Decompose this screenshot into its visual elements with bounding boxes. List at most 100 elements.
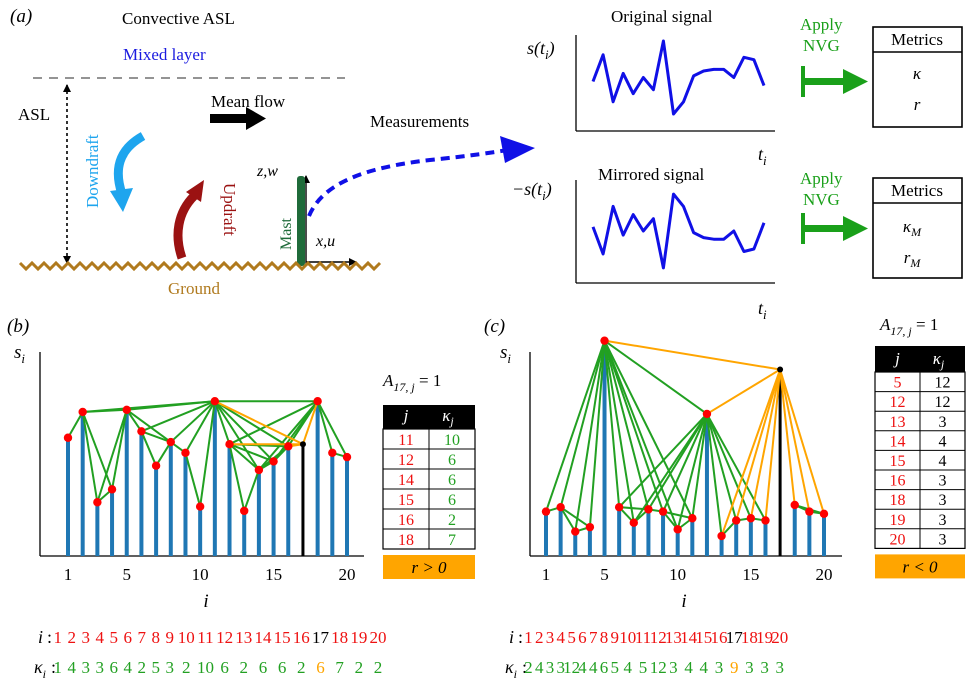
panel-b-edge [141,430,172,443]
seq-c-i-value: 2 [535,628,544,647]
panel-b-table-title-rhs: = 1 [415,371,442,390]
panel-c-table-cell-kappa: 3 [939,473,947,490]
seq-c-k-label-text: κ [505,657,514,677]
panel-b-xtick-label: 15 [265,565,282,584]
panel-c-edge [662,510,693,520]
panel-c-node [819,509,829,519]
panel-b-node [78,407,87,417]
panel-c-table-cell-j: 18 [890,492,906,509]
panel-b-node [93,498,102,507]
panel-b-edge [67,411,84,439]
seq-b-i-value: 14 [254,628,272,647]
panel-b-node [225,440,234,449]
downdraft-arrow [110,132,146,212]
seq-c-i-value: 19 [756,628,773,647]
panel-c-table-title-a: A [879,315,891,334]
xu-label: x,u [315,233,335,250]
panel-c-edge-highlight [735,369,782,521]
seq-c-i-value: 8 [600,628,609,647]
panel-c-node [702,409,712,419]
panel-b-table-cell-kappa: 6 [448,452,456,469]
svg-text:−s(ti): −s(ti) [512,179,552,203]
panel-c-edge-highlight [706,368,781,415]
panel-c-table-cell-kappa: 3 [939,414,947,431]
panel-c-xtick-label: 15 [742,565,759,584]
mean-flow-arrow [210,107,266,130]
panel-b-table-title-a: A [382,371,394,390]
panel-a-label: (a) [10,6,32,27]
panel-b-xlabel: i [203,591,208,612]
panel-c-edge [560,506,591,528]
seq-c-k-value: 4 [578,658,587,677]
seq-b-k-value: 4 [67,658,76,677]
panel-c-node [790,500,799,510]
seq-c-k-value: 3 [776,658,785,677]
seq-b-k-value: 6 [259,658,268,677]
seq-b-k-label-sub: i [43,667,46,681]
seq-c-k-value: 4 [535,658,544,677]
seq-c-i-value: 20 [771,628,788,647]
panel-c-ylabel-sub: i [507,351,511,366]
metrics-top-kappa: κ [913,64,922,83]
panel-c-edge [603,339,708,415]
panel-c-node [585,522,595,532]
mast [297,176,305,266]
seq-c-i-value: 11 [635,628,651,647]
panel-c-table-title: A17, j = 1 [879,315,938,338]
panel-b-table-cell-kappa: 2 [448,512,456,529]
panel-b-label: (b) [7,316,29,337]
panel-b-table-cell-j: 12 [398,452,414,469]
panel-c-edge [705,413,723,537]
panel-b-table-cell-j: 16 [398,512,414,529]
seq-b-k-value: 6 [220,658,229,677]
metrics-bottom-kappa: κM [903,217,922,239]
seq-c-k-value: 3 [546,658,555,677]
seq-b-i-value: 10 [178,628,195,647]
panel-b-xtick-label: 5 [122,565,131,584]
original-signal-line [591,39,766,116]
panel-c-node [717,531,726,541]
apply-nvg-bottom-arrow [801,213,868,244]
seq-c-k-value: 5 [611,658,620,677]
seq-c-i-value: 14 [680,628,698,647]
panel-b-node [269,457,278,466]
panel-c-edge-highlight [764,369,782,521]
seq-b-k-value: 1 [53,658,62,677]
panel-c-table-cell-j: 5 [894,375,902,392]
mirrored-ylabel-sub: i [542,188,546,203]
panel-b-table-cell-kappa: 7 [448,532,456,549]
metrics-top-title: Metrics [891,30,943,49]
seq-b-i-value: 3 [81,628,90,647]
panel-b-xtick-label: 20 [339,565,356,584]
panel-c-label: (c) [484,316,505,337]
seq-b-k-value: 6 [278,658,287,677]
panel-b-edge [213,400,260,471]
metrics-bottom-kappa-text: κ [903,217,912,236]
seq-b-i-value: 15 [274,628,291,647]
original-t-sub: i [763,153,767,168]
panel-c-table-cell-j: 20 [890,531,906,548]
panel-c-plot: 1 5 10 15 20 [529,336,842,584]
seq-b-i-label: i [38,627,43,647]
panel-c-edge-highlight [779,369,811,512]
panel-c-xtick-label: 20 [816,565,833,584]
metrics-bottom-r-sub: M [909,256,921,270]
panel-c-edge [603,340,664,512]
panel-b-table-title: A17, j = 1 [382,371,441,394]
panel-b-node [299,441,306,448]
mean-flow-label: Mean flow [211,92,286,111]
mast-label: Mast [278,217,295,250]
measurements-arrowhead [500,136,535,163]
seq-b-k-value: 3 [95,658,104,677]
panel-c-table-cell-j: 13 [890,414,906,431]
panel-b-node [137,427,146,436]
metrics-bottom-kappa-sub: M [910,225,922,239]
seq-b-k-label-text: κ [34,657,43,677]
seq-b-i-value: 7 [137,628,146,647]
panel-b-edge [184,400,216,454]
seq-b-i-value: 19 [350,628,367,647]
panel-c-edge [603,340,650,510]
panel-c-xtick-label: 1 [542,565,551,584]
